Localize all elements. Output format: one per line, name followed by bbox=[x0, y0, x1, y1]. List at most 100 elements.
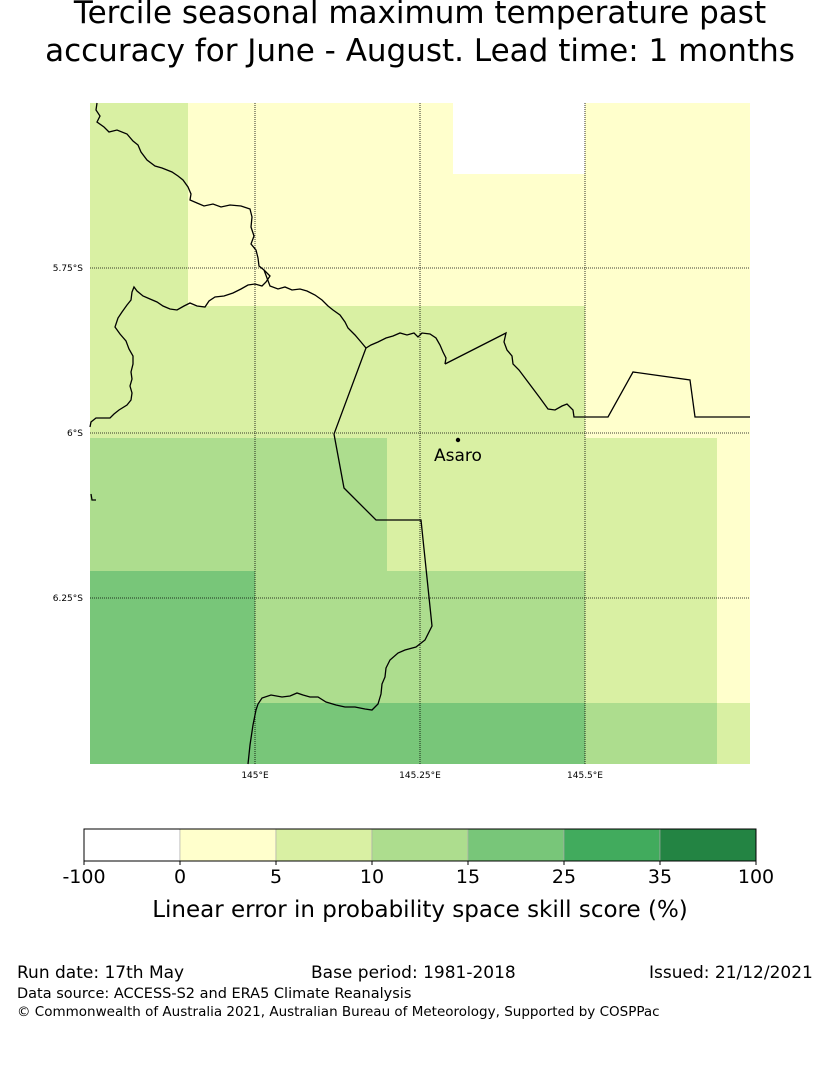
map-cell bbox=[90, 438, 188, 505]
province-border bbox=[444, 331, 750, 418]
map-cell bbox=[90, 505, 188, 571]
map-cell bbox=[717, 240, 750, 306]
coastline bbox=[90, 493, 96, 501]
legend-tick-label: 35 bbox=[648, 866, 672, 888]
map-cell bbox=[255, 103, 320, 174]
graticule-labels: 145°E 145.25°E 145.5°E 5.75°S 6°S 6.25°S bbox=[53, 264, 604, 781]
legend-swatch bbox=[179, 828, 277, 862]
base-period: Base period: 1981-2018 bbox=[311, 963, 516, 983]
map-cell bbox=[717, 637, 750, 703]
map-cell bbox=[585, 571, 651, 637]
map-cell bbox=[453, 240, 519, 306]
map-cell bbox=[651, 174, 717, 240]
map-cell bbox=[320, 571, 387, 637]
map-cell bbox=[651, 103, 717, 174]
map-cell bbox=[255, 703, 320, 764]
map-cell bbox=[519, 372, 585, 438]
place-marker: Asaro bbox=[434, 437, 482, 466]
map-cell bbox=[651, 505, 717, 571]
map-cell bbox=[519, 438, 585, 505]
map-cell bbox=[453, 571, 519, 637]
map-cell bbox=[188, 103, 255, 174]
map-cell bbox=[320, 703, 387, 764]
map-cell bbox=[320, 637, 387, 703]
map-cell bbox=[519, 103, 585, 174]
map-cell bbox=[188, 637, 255, 703]
map-cell bbox=[585, 637, 651, 703]
lon-tick-label: 145.25°E bbox=[399, 771, 441, 781]
map-cell bbox=[453, 103, 519, 174]
skill-score-grid bbox=[90, 103, 750, 764]
legend-swatch bbox=[659, 828, 757, 862]
map-cell bbox=[717, 372, 750, 438]
map-cell bbox=[453, 372, 519, 438]
map-cell bbox=[255, 505, 320, 571]
map-cell bbox=[90, 372, 188, 438]
map-cell bbox=[717, 703, 750, 764]
title-line-1: Tercile seasonal maximum temperature pas… bbox=[73, 0, 767, 31]
map-cell bbox=[717, 438, 750, 505]
map-cell bbox=[717, 103, 750, 174]
map-cell bbox=[651, 438, 717, 505]
map-cell bbox=[255, 571, 320, 637]
issued-date: Issued: 21/12/2021 bbox=[649, 963, 813, 983]
legend-swatch bbox=[275, 828, 373, 862]
map-cell bbox=[453, 306, 519, 372]
map-cell bbox=[255, 438, 320, 505]
map-cell bbox=[717, 174, 750, 240]
map-cell bbox=[717, 306, 750, 372]
map-cell bbox=[453, 637, 519, 703]
map-title: Tercile seasonal maximum temperature pas… bbox=[0, 0, 840, 70]
legend-tick-label: 10 bbox=[360, 866, 384, 888]
map-cell bbox=[188, 505, 255, 571]
map-cell bbox=[387, 103, 453, 174]
coastline-and-borders bbox=[89, 102, 750, 765]
map-cell bbox=[90, 637, 188, 703]
legend-tick-label: 15 bbox=[456, 866, 480, 888]
data-source: Data source: ACCESS-S2 and ERA5 Climate … bbox=[17, 986, 412, 1002]
legend-tick-label: -100 bbox=[62, 866, 105, 888]
map-cell bbox=[453, 505, 519, 571]
legend-swatch bbox=[371, 828, 469, 862]
map-cell bbox=[519, 637, 585, 703]
graticule bbox=[90, 103, 750, 764]
map-cell bbox=[320, 174, 387, 240]
map-cell bbox=[320, 103, 387, 174]
map-cell bbox=[188, 703, 255, 764]
legend-tick-label: 5 bbox=[270, 866, 282, 888]
map-cell bbox=[519, 703, 585, 764]
legend-border bbox=[83, 828, 757, 862]
map-cell bbox=[585, 438, 651, 505]
map-cell bbox=[188, 571, 255, 637]
map-cell bbox=[320, 306, 387, 372]
coastline bbox=[89, 102, 271, 428]
map-cell bbox=[585, 103, 651, 174]
map-cell bbox=[519, 240, 585, 306]
map-cell bbox=[717, 505, 750, 571]
legend-swatch bbox=[467, 828, 565, 862]
run-date: Run date: 17th May bbox=[17, 963, 185, 983]
map-cell bbox=[188, 372, 255, 438]
legend-tick-label: 0 bbox=[174, 866, 186, 888]
map-cell bbox=[585, 372, 651, 438]
map-cell bbox=[90, 174, 188, 240]
map-cell bbox=[585, 240, 651, 306]
map-cell bbox=[519, 306, 585, 372]
asaro-label: Asaro bbox=[434, 446, 482, 466]
map-cell bbox=[651, 637, 717, 703]
map-cell bbox=[90, 703, 188, 764]
legend-swatch bbox=[83, 828, 181, 862]
map-cell bbox=[585, 703, 651, 764]
legend-swatch bbox=[563, 828, 661, 862]
map-cell bbox=[255, 306, 320, 372]
map-cell bbox=[651, 372, 717, 438]
map-cell bbox=[453, 703, 519, 764]
coastline bbox=[263, 269, 447, 365]
map-cell bbox=[387, 637, 453, 703]
map-cell bbox=[90, 240, 188, 306]
legend-label: Linear error in probability space skill … bbox=[152, 897, 688, 923]
map-cell bbox=[255, 372, 320, 438]
copyright: © Commonwealth of Australia 2021, Austra… bbox=[17, 1004, 660, 1020]
map-cell bbox=[585, 505, 651, 571]
